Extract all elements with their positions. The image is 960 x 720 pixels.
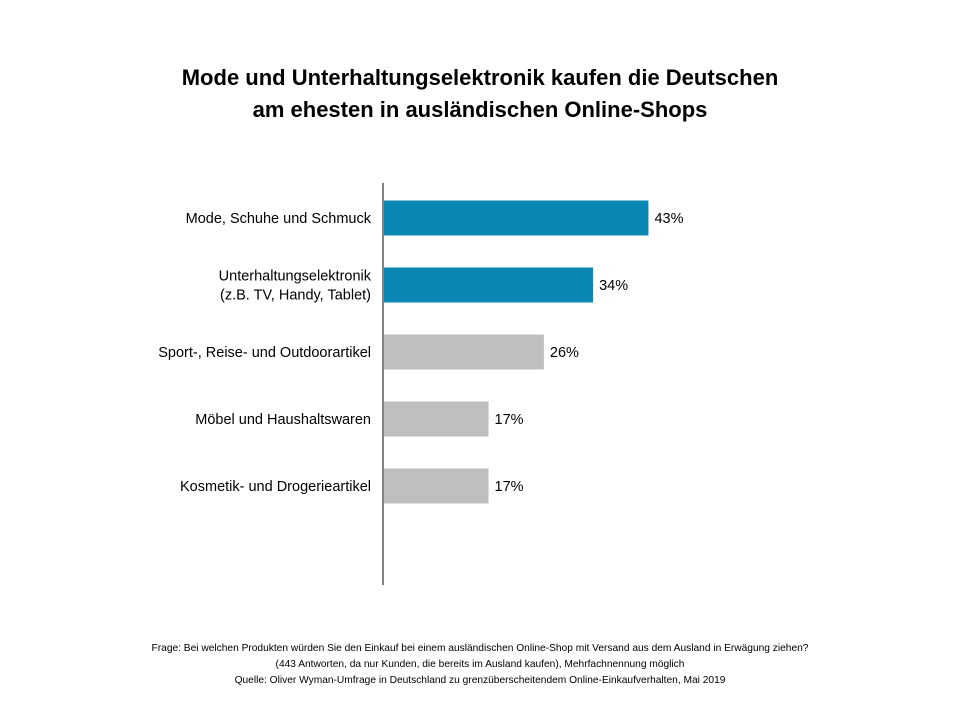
category-label-3: Sport-, Reise- und Outdoorartikel: [158, 345, 371, 361]
category-label-2-line-2: (z.B. TV, Handy, Tablet): [220, 288, 371, 304]
category-label-1: Mode, Schuhe und Schmuck: [186, 211, 372, 227]
value-label-3: 26%: [550, 345, 579, 361]
footnote-source: Quelle: Oliver Wyman-Umfrage in Deutschl…: [234, 675, 726, 686]
value-label-4: 17%: [495, 412, 524, 428]
value-label-5: 17%: [495, 479, 524, 495]
footnote: Frage: Bei welchen Produkten würden Sie …: [0, 641, 960, 689]
bar-3: [384, 334, 544, 370]
category-labels-group: Mode, Schuhe und Schmuck Unterhaltungsele…: [158, 211, 372, 495]
chart-title: Mode und Unterhaltungselektronik kaufen …: [0, 62, 960, 126]
value-labels-group: 43% 34% 26% 17% 17%: [495, 211, 684, 495]
category-label-5: Kosmetik- und Drogerieartikel: [180, 479, 371, 495]
footnote-sample: (443 Antworten, da nur Kunden, die berei…: [275, 659, 685, 670]
category-label-2-line-1: Unterhaltungselektronik: [219, 269, 372, 285]
value-label-1: 43%: [654, 211, 683, 227]
chart-title-line-2: am ehesten in ausländischen Online-Shops: [252, 97, 708, 122]
bar-2: [384, 267, 594, 303]
bar-5: [384, 468, 489, 504]
value-label-2: 34%: [599, 278, 628, 294]
bar-4: [384, 401, 489, 437]
footnote-question: Frage: Bei welchen Produkten würden Sie …: [151, 643, 809, 654]
category-label-4: Möbel und Haushaltswaren: [195, 412, 371, 428]
bars-group: [384, 200, 649, 504]
bar-1: [384, 200, 649, 236]
chart-title-line-1: Mode und Unterhaltungselektronik kaufen …: [181, 65, 779, 90]
